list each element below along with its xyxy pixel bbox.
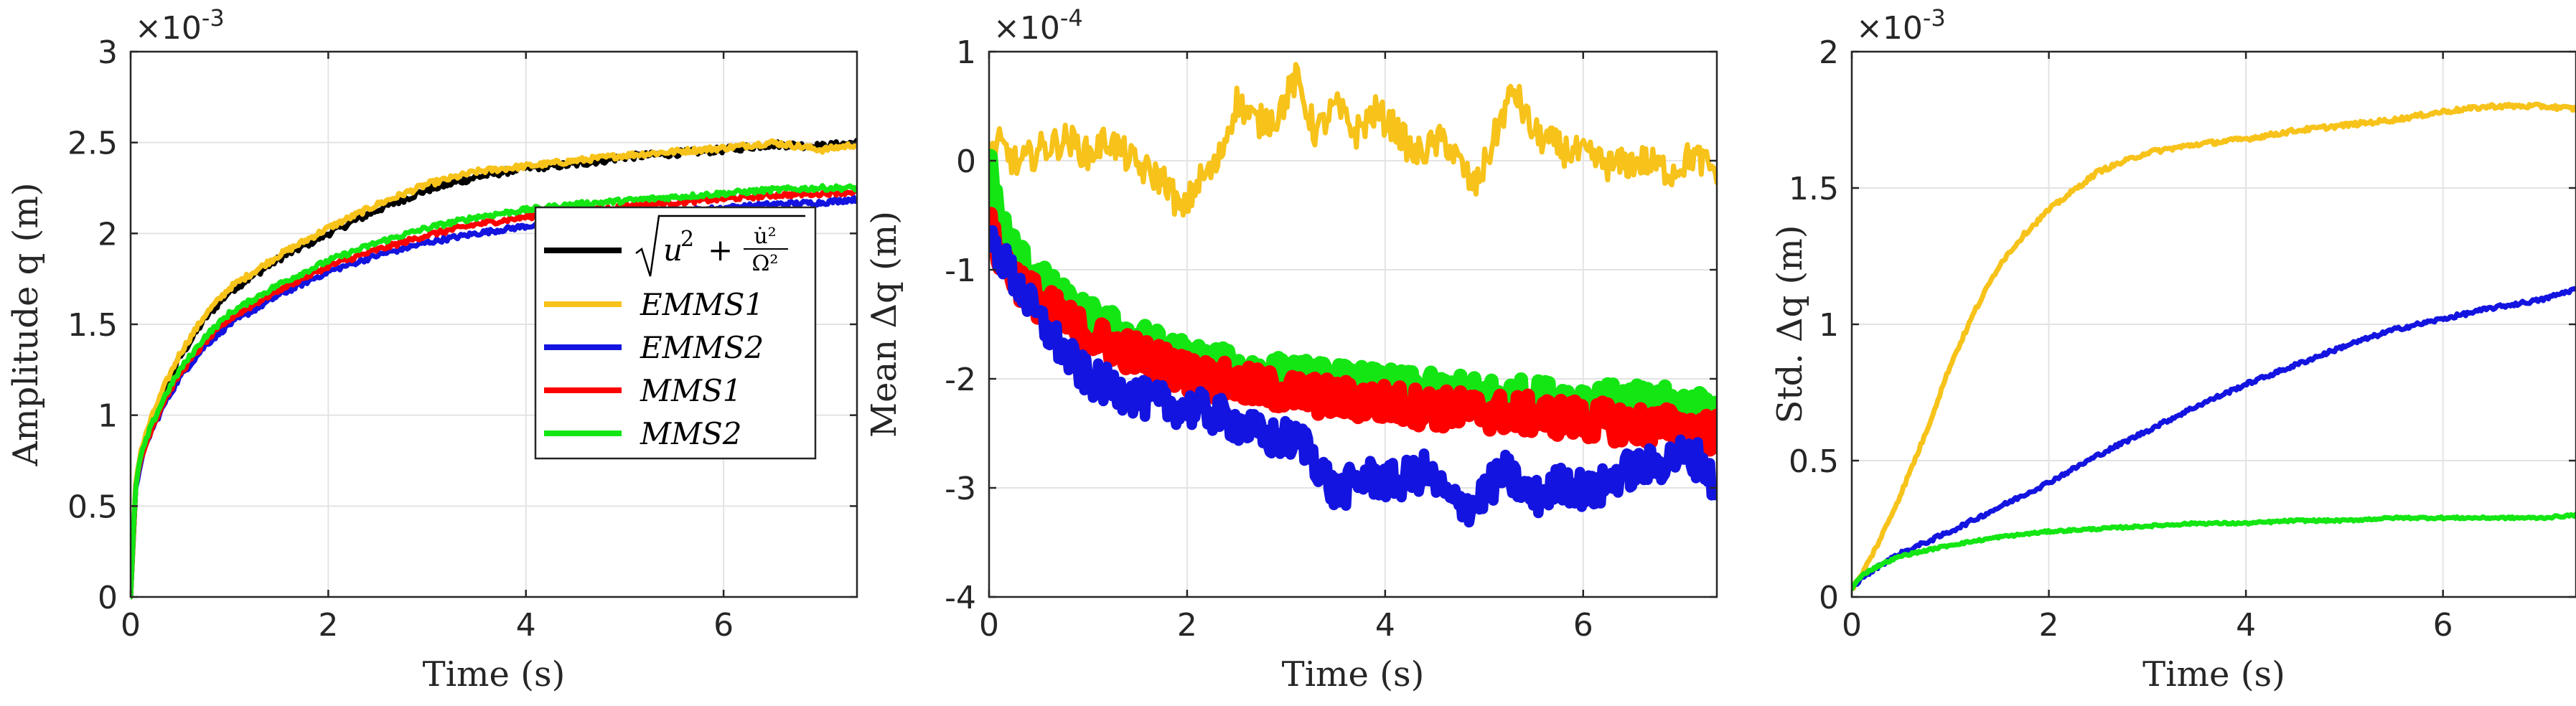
y-tick-label: 2 [98, 216, 118, 253]
series-line-emms1 [131, 138, 857, 600]
series-line-emms1 [989, 62, 1717, 218]
axis-exponent-power: -3 [1923, 4, 1946, 32]
y-tick-label: 1 [98, 398, 118, 435]
y-tick-label: 0 [98, 580, 118, 616]
x-tick-label: 6 [1573, 607, 1593, 644]
x-tick-label: 6 [2433, 607, 2453, 644]
legend-formula-plus: + [708, 232, 733, 268]
x-tick-label: 4 [2236, 607, 2256, 644]
x-tick-label: 2 [1177, 607, 1197, 644]
x-tick-label: 0 [1842, 607, 1862, 644]
legend-entry: EMMS2 [544, 330, 764, 365]
chart-panel-3: 0 2 4 6 0 0.5 1 1.5 2 ×10-3 Time (s) Std. Δq (m) [1770, 4, 2576, 695]
legend-formula-denominator: Ω² [752, 251, 779, 276]
radical-sign [635, 215, 805, 277]
tick-labels: 0 2 4 6 -4 -3 -2 -1 0 1 [945, 34, 1717, 644]
y-tick-label: 3 [98, 34, 118, 71]
y-tick-label: 1.5 [1789, 171, 1839, 207]
axis-exponent-base: ×10 [993, 10, 1060, 47]
axes-frame [988, 50, 1718, 598]
x-tick-label: 4 [516, 607, 536, 644]
series-line-mms1 [989, 207, 1717, 457]
legend-entry: EMMS1 [544, 287, 764, 322]
axis-exponent: ×10-3 [135, 4, 225, 47]
x-axis-label: Time (s) [423, 654, 566, 695]
y-tick-label: 2 [1819, 34, 1839, 71]
x-tick-label: 0 [121, 607, 141, 644]
y-tick-label: 0 [1819, 580, 1839, 616]
legend-label: MMS2 [640, 416, 742, 451]
x-tick-label: 4 [1375, 607, 1395, 644]
series-line-mms2 [1852, 512, 2576, 592]
y-axis-label: Amplitude q (m) [6, 182, 46, 466]
series-group [131, 137, 857, 600]
x-axis-label: Time (s) [2142, 654, 2285, 695]
series-line-emms2 [989, 225, 1717, 528]
y-tick-label: 2.5 [67, 126, 118, 162]
legend-label: MMS1 [640, 373, 742, 408]
x-tick-label: 2 [318, 607, 338, 644]
series-line-emms2 [1852, 286, 2576, 592]
y-tick-label: 1.5 [67, 307, 118, 344]
axis-exponent-power: -4 [1060, 4, 1083, 32]
y-tick-label: 0.5 [67, 489, 118, 525]
y-axis-label: Mean Δq (m) [864, 211, 904, 438]
tick-labels: 0 2 4 6 0 0.5 1 1.5 2 2.5 3 [67, 34, 857, 644]
axis-exponent: ×10-4 [993, 4, 1083, 47]
x-tick-label: 0 [979, 607, 999, 644]
y-tick-label: 0 [956, 143, 976, 180]
series-line-emms1 [1852, 101, 2576, 592]
legend: u2 + u̇²Ω² EMMS1 EMMS2 MMS1 MMS2 [534, 206, 817, 460]
y-axis-label: Std. Δq (m) [1770, 225, 1810, 423]
legend-label: EMMS2 [640, 330, 764, 365]
tick-labels: 0 2 4 6 0 0.5 1 1.5 2 [1789, 34, 2576, 644]
x-axis-label: Time (s) [1282, 654, 1425, 695]
y-tick-label: -2 [945, 362, 976, 398]
y-tick-label: -1 [945, 253, 976, 289]
legend-entry: MMS2 [544, 416, 742, 451]
y-tick-label: 1 [1819, 307, 1839, 344]
legend-label: EMMS1 [640, 287, 764, 322]
legend-entry: u2 + u̇²Ω² [544, 215, 805, 277]
legend-entry: MMS1 [544, 373, 742, 408]
legend-formula-numerator: u̇² [754, 224, 776, 249]
y-tick-label: -4 [945, 580, 976, 616]
x-tick-label: 6 [713, 607, 734, 644]
axis-exponent: ×10-3 [1856, 4, 1946, 47]
series-line-mms2 [131, 183, 857, 600]
y-tick-label: 1 [956, 34, 976, 71]
series-group [989, 62, 1717, 528]
axis-exponent-power: -3 [202, 4, 225, 32]
series-line-mms1 [131, 187, 857, 600]
legend-formula-u: u [663, 232, 683, 268]
x-tick-label: 2 [2039, 607, 2059, 644]
axis-exponent-base: ×10 [1856, 10, 1923, 47]
y-tick-label: -3 [945, 471, 976, 507]
y-tick-label: 0.5 [1789, 443, 1839, 480]
legend-formula-u-exp: 2 [680, 227, 694, 252]
series-group [1852, 101, 2576, 592]
axis-exponent-base: ×10 [135, 10, 202, 47]
